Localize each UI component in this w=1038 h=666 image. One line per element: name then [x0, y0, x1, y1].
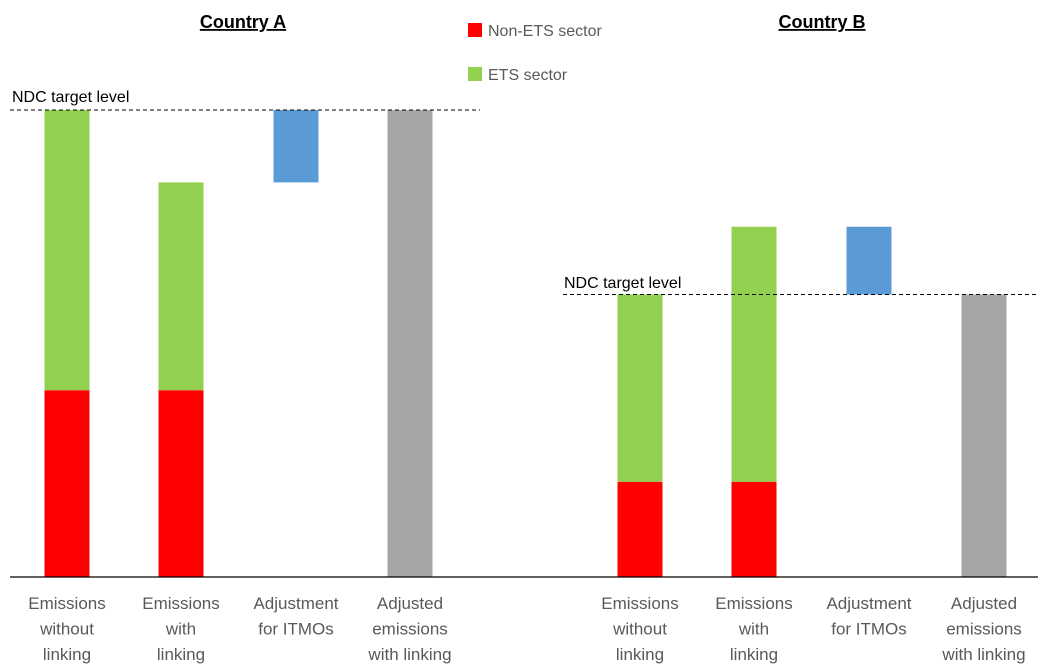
- bar-country-b-3-itmo-adjustment: [846, 226, 892, 295]
- bar-country-a-2-ets-sector: [158, 182, 204, 391]
- bar-country-a-2-non-ets-sector: [158, 390, 204, 577]
- bar-country-a-4-adjusted-emissions: [387, 110, 433, 577]
- legend-swatch-ets: [468, 67, 482, 81]
- category-label-country-b-1: Emissions without linking: [601, 594, 678, 664]
- category-label-country-b-2: Emissions with linking: [715, 594, 792, 664]
- category-label-country-a-1: Emissions without linking: [28, 594, 105, 664]
- ndc-label-country-a: NDC target level: [12, 89, 129, 106]
- lines-layer: [10, 109, 1038, 578]
- panel-title-country-a: Country A: [200, 12, 286, 32]
- bar-country-a-1-non-ets-sector: [44, 390, 90, 577]
- bar-country-a-1-ets-sector: [44, 110, 90, 391]
- category-label-country-a-2: Emissions with linking: [142, 594, 219, 664]
- bar-country-b-1-ets-sector: [617, 294, 663, 482]
- legend-swatch-non-ets: [468, 23, 482, 37]
- category-label-country-b-3: Adjustment for ITMOs: [826, 594, 911, 639]
- bar-country-a-3-itmo-adjustment: [273, 110, 319, 183]
- text-layer: Country A Country B Non-ETS sector ETS s…: [12, 12, 1026, 664]
- category-label-country-b-4: Adjusted emissions with linking: [941, 594, 1025, 664]
- category-label-country-a-4: Adjusted emissions with linking: [367, 594, 451, 664]
- ndc-label-country-b: NDC target level: [564, 275, 681, 292]
- bar-country-b-1-non-ets-sector: [617, 481, 663, 577]
- category-label-country-a-3: Adjustment for ITMOs: [253, 594, 338, 639]
- legend-label-ets: ETS sector: [488, 67, 568, 84]
- legend-label-non-ets: Non-ETS sector: [488, 23, 602, 40]
- bar-country-b-2-non-ets-sector: [731, 481, 777, 577]
- panel-title-country-b: Country B: [779, 12, 866, 32]
- bar-country-b-4-adjusted-emissions: [961, 294, 1007, 577]
- bar-country-b-2-ets-sector: [731, 226, 777, 482]
- bars-layer: [44, 110, 1007, 577]
